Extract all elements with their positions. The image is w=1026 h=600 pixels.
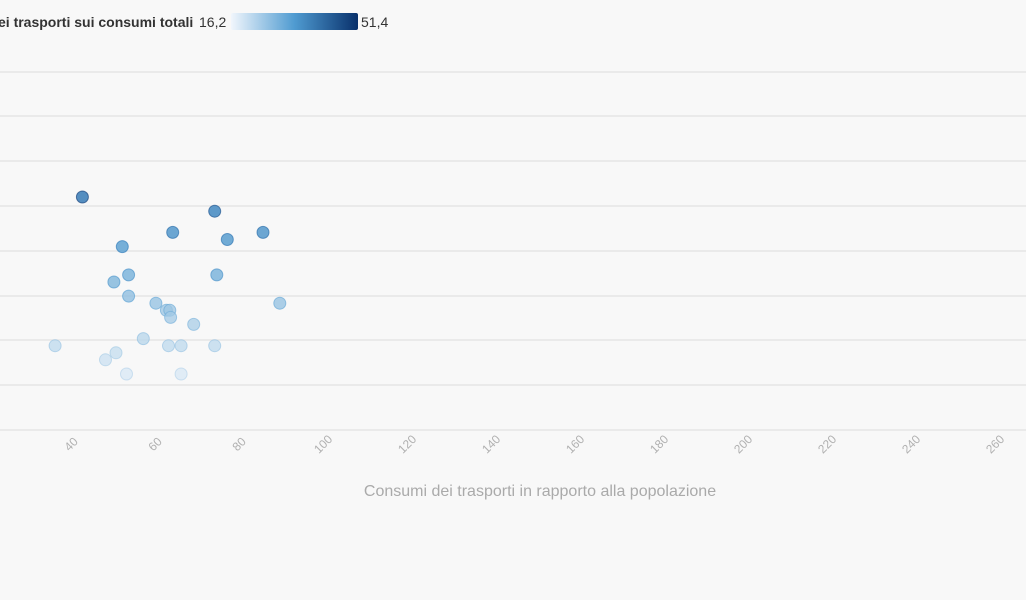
scatter-point[interactable] xyxy=(99,353,112,367)
x-tick-label: 140 xyxy=(479,432,503,456)
scatter-point[interactable] xyxy=(208,204,222,218)
x-tick-label: 40 xyxy=(61,434,81,454)
scatter-point[interactable] xyxy=(164,310,178,324)
gridlines xyxy=(0,71,1026,431)
scatter-point[interactable] xyxy=(107,275,121,289)
scatter-point[interactable] xyxy=(48,339,62,353)
scatter-point[interactable] xyxy=(208,339,222,353)
legend-gradient-bar xyxy=(231,13,358,30)
scatter-point[interactable] xyxy=(109,346,123,360)
x-axis-title: Consumi dei trasporti in rapporto alla p… xyxy=(364,483,716,500)
legend-max-label: 51,4 xyxy=(361,14,388,30)
scatter-point[interactable] xyxy=(220,233,234,246)
scatter-point[interactable] xyxy=(187,317,201,331)
x-tick-label: 120 xyxy=(395,432,419,456)
scatter-point[interactable] xyxy=(174,339,188,353)
scatter-point[interactable] xyxy=(122,289,136,303)
color-legend: ei trasporti sui consumi totali 16,2 51,… xyxy=(0,13,388,30)
legend-title: ei trasporti sui consumi totali xyxy=(0,14,193,30)
scatter-point[interactable] xyxy=(115,240,129,254)
x-tick-label: 60 xyxy=(145,434,165,454)
scatter-point[interactable] xyxy=(75,190,89,204)
x-tick-label: 200 xyxy=(731,432,755,456)
x-tick-label: 260 xyxy=(983,432,1007,456)
scatter-point[interactable] xyxy=(136,332,150,346)
x-tick-label: 80 xyxy=(229,434,249,454)
x-tick-label: 240 xyxy=(899,432,923,456)
x-tick-label: 160 xyxy=(563,432,587,456)
scatter-point[interactable] xyxy=(166,225,180,239)
data-points xyxy=(48,190,287,381)
scatter-point[interactable] xyxy=(210,268,224,282)
x-axis-ticks: 40 60 80 100 120 140 160 180 200 220 240 260 xyxy=(61,432,1007,456)
legend-min-label: 16,2 xyxy=(199,14,226,30)
x-tick-label: 180 xyxy=(647,432,671,456)
scatter-point[interactable] xyxy=(256,225,270,239)
scatter-point[interactable] xyxy=(149,296,163,310)
x-tick-label: 220 xyxy=(815,432,839,456)
scatter-point[interactable] xyxy=(122,268,136,282)
scatter-point[interactable] xyxy=(120,367,133,381)
scatter-point[interactable] xyxy=(162,339,175,353)
scatter-point[interactable] xyxy=(174,367,188,381)
scatter-point[interactable] xyxy=(273,296,287,310)
x-tick-label: 100 xyxy=(311,432,335,456)
